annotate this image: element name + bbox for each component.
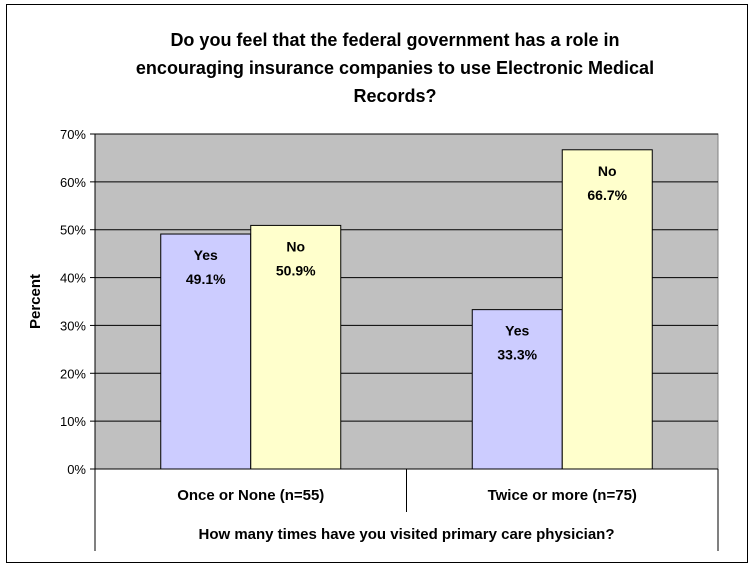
y-tick-label: 10%	[60, 414, 86, 429]
y-tick-label: 50%	[60, 223, 86, 238]
y-axis: 0% 10% 20% 30% 40% 50% 60% 70%	[60, 127, 96, 477]
y-tick-label: 40%	[60, 271, 86, 286]
bar-no-1	[250, 224, 342, 470]
data-label-series: No	[286, 238, 305, 254]
data-label-value: 49.1%	[186, 271, 226, 287]
data-label-series: Yes	[194, 247, 218, 263]
y-tick-label: 20%	[60, 366, 86, 381]
data-labels: Yes 49.1% No 50.9% Yes 33.3% No 66.7%	[186, 163, 628, 363]
bars	[160, 149, 653, 470]
data-label-value: 66.7%	[587, 187, 627, 203]
y-tick-label: 0%	[67, 462, 86, 477]
chart-title: Do you feel that the federal government …	[136, 30, 654, 106]
x-category-label: Once or None (n=55)	[177, 487, 324, 504]
bar-yes-1	[160, 233, 252, 470]
x-category-label: Twice or more (n=75)	[488, 487, 637, 504]
data-label-series: No	[598, 163, 617, 179]
chart-title-line: Records?	[353, 86, 436, 106]
chart-title-line: Do you feel that the federal government …	[170, 30, 619, 50]
data-label-value: 33.3%	[497, 347, 537, 363]
x-axis: Once or None (n=55) Twice or more (n=75)	[94, 468, 719, 551]
y-tick-label: 70%	[60, 127, 86, 142]
x-axis-title: How many times have you visited primary …	[199, 526, 615, 543]
y-tick-label: 30%	[60, 318, 86, 333]
y-axis-title: Percent	[27, 274, 44, 329]
y-tick-label: 60%	[60, 175, 86, 190]
bar-yes-2	[471, 309, 563, 470]
data-label-series: Yes	[505, 323, 529, 339]
chart-title-line: encouraging insurance companies to use E…	[136, 58, 654, 78]
data-label-value: 50.9%	[276, 262, 316, 278]
